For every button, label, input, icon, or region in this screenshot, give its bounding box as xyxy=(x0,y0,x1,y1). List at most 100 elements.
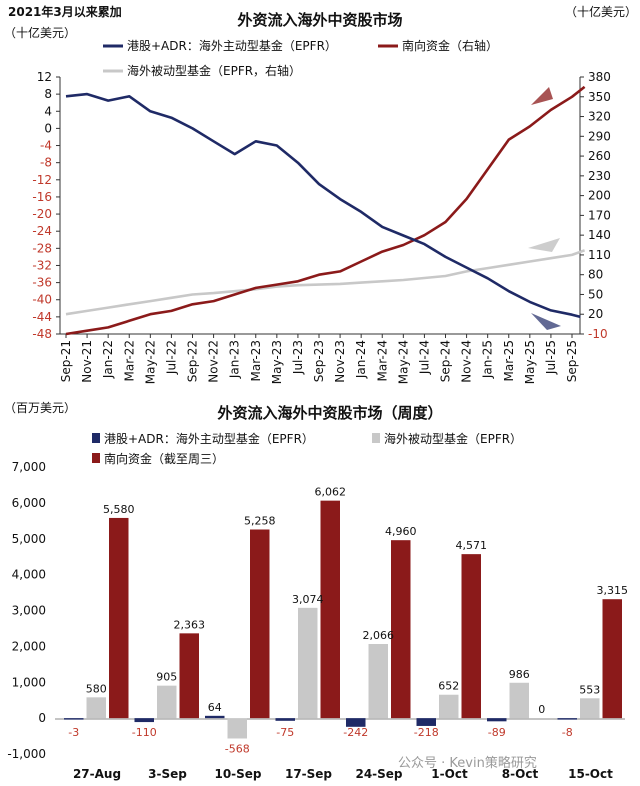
bar-active-funds xyxy=(134,718,154,723)
legend: 港股+ADR：海外主动型基金（EPFR） 南向资金（右轴） 海外被动型基金（EP… xyxy=(103,38,498,78)
bar-legend-swatch-active xyxy=(92,433,100,443)
bar-active-funds xyxy=(275,718,295,721)
bar-southbound xyxy=(179,633,199,719)
bar-category-label: 27-Aug xyxy=(73,767,121,781)
x-tick-label: Nov-21 xyxy=(80,340,94,383)
right-tick-label: 200 xyxy=(588,189,611,203)
label-southbound: 3,315 xyxy=(597,584,629,597)
bar-y-tick-label: 5,000 xyxy=(12,532,46,546)
series-line-southbound xyxy=(65,85,586,336)
bar-passive-funds xyxy=(227,718,247,739)
left-axis-ticks: 12 8 4 0 -4 -8 -12 -16 -20 -24 -28 -32 -36 -40 -44 -48 xyxy=(32,70,60,341)
label-southbound: 0 xyxy=(538,703,545,716)
right-tick-label: -10 xyxy=(588,327,608,341)
x-tick-label: Jul-25 xyxy=(544,340,558,375)
x-tick-label: Jan-24 xyxy=(354,340,368,379)
bar-southbound xyxy=(461,554,481,719)
label-southbound: 4,571 xyxy=(456,539,488,552)
series-lines xyxy=(65,85,586,336)
right-tick-label: 20 xyxy=(588,307,603,321)
right-tick-label: 80 xyxy=(588,268,603,282)
right-tick-label: 110 xyxy=(588,248,611,262)
left-axis-unit: （十亿美元） xyxy=(4,25,76,40)
bar-legend: 港股+ADR：海外主动型基金（EPFR） 海外被动型基金（EPFR） 南向资金（… xyxy=(92,431,522,466)
bar-y-tick-label: -1,000 xyxy=(7,747,46,761)
label-active-funds: -218 xyxy=(414,726,439,739)
bar-passive-funds xyxy=(368,644,388,719)
left-tick-label: -32 xyxy=(32,258,52,272)
label-passive-funds: 652 xyxy=(438,680,459,693)
left-tick-label: -4 xyxy=(40,139,52,153)
x-tick-label: Sep-22 xyxy=(186,340,200,382)
left-tick-label: -12 xyxy=(32,173,52,187)
x-tick-label: May-23 xyxy=(270,340,284,384)
bar-active-funds xyxy=(346,718,366,727)
label-active-funds: -89 xyxy=(488,726,506,739)
label-passive-funds: -568 xyxy=(225,743,250,756)
corner-label: 2021年3月以来累加 xyxy=(8,4,122,19)
x-tick-label: Mar-25 xyxy=(502,340,516,381)
bar-chart-title: 外资流入海外中资股市场（周度） xyxy=(216,404,442,422)
left-tick-label: 4 xyxy=(44,104,52,118)
right-tick-label: 380 xyxy=(588,70,611,84)
right-tick-label: 350 xyxy=(588,90,611,104)
x-tick-label: Jan-25 xyxy=(481,340,495,379)
bar-category-label: 1-Oct xyxy=(431,767,468,781)
bar-y-axis-ticks: -1,000 0 1,000 2,000 3,000 4,000 5,000 6,000 7,0… xyxy=(7,460,46,761)
x-tick-label: Mar-23 xyxy=(249,340,263,381)
bar-active-funds xyxy=(64,718,84,720)
legend-label-active: 港股+ADR：海外主动型基金（EPFR） xyxy=(127,38,337,53)
left-tick-label: 12 xyxy=(37,70,52,84)
x-tick-label: Nov-24 xyxy=(460,340,474,383)
x-tick-label: May-22 xyxy=(143,340,157,384)
left-tick-label: -16 xyxy=(32,190,52,204)
bar-passive-funds xyxy=(86,697,106,719)
bar-chart-unit: （百万美元） xyxy=(4,401,76,415)
x-tick-label: Mar-24 xyxy=(375,340,389,381)
x-tick-label: Mar-22 xyxy=(122,340,136,381)
bar-legend-swatch-passive xyxy=(372,433,380,443)
right-axis-unit: （十亿美元） xyxy=(565,4,637,19)
x-tick-label: Jul-24 xyxy=(417,340,431,375)
left-tick-label: -44 xyxy=(32,310,52,324)
x-tick-label: Jan-22 xyxy=(101,340,115,379)
x-axis-ticks: Sep-21 Nov-21 Jan-22 Mar-22 May-22 Jul-22 Sep-… xyxy=(59,334,579,384)
right-tick-label: 230 xyxy=(588,169,611,183)
right-tick-label: 260 xyxy=(588,149,611,163)
bar-southbound xyxy=(320,500,340,719)
bar-category-label: 24-Sep xyxy=(355,767,402,781)
bar-active-funds xyxy=(557,718,577,720)
x-tick-label: Sep-23 xyxy=(312,340,326,382)
series-line-passive-funds xyxy=(65,249,586,316)
bar-southbound xyxy=(109,517,129,719)
bar-passive-funds xyxy=(157,685,177,719)
x-tick-label: Jul-23 xyxy=(291,340,305,375)
label-southbound: 6,062 xyxy=(315,486,347,499)
bar-passive-funds xyxy=(580,698,600,719)
label-active-funds: -110 xyxy=(132,726,157,739)
x-tick-label: Nov-23 xyxy=(333,340,347,383)
bar-active-funds xyxy=(205,715,225,719)
bar-legend-swatch-southbound xyxy=(92,453,100,463)
bar-y-tick-label: 4,000 xyxy=(12,568,46,582)
label-active-funds: -8 xyxy=(562,726,573,739)
right-tick-label: 170 xyxy=(588,208,611,222)
label-active-funds: -75 xyxy=(276,726,294,739)
label-passive-funds: 3,074 xyxy=(292,593,324,606)
bar-legend-label-active: 港股+ADR：海外主动型基金（EPFR） xyxy=(104,431,314,446)
trend-arrows xyxy=(528,87,561,330)
x-tick-label: Jul-22 xyxy=(164,340,178,375)
right-axis-ticks: 380 350 320 290 260 230 200 170 140 110 80 50 20 -10 xyxy=(580,70,611,341)
trend-arrow-right-gray xyxy=(528,238,560,252)
right-tick-label: 50 xyxy=(588,287,603,301)
trend-arrow-up-red xyxy=(531,87,553,105)
label-southbound: 5,258 xyxy=(244,514,276,527)
left-tick-label: -24 xyxy=(32,224,52,238)
bar-legend-label-passive: 海外被动型基金（EPFR） xyxy=(384,431,522,446)
bar-y-tick-label: 2,000 xyxy=(12,639,46,653)
series-line-active-funds xyxy=(65,92,581,319)
left-tick-label: 8 xyxy=(44,87,52,101)
label-passive-funds: 2,066 xyxy=(363,629,395,642)
label-active-funds: 64 xyxy=(208,701,222,714)
bar-y-tick-label: 6,000 xyxy=(12,496,46,510)
